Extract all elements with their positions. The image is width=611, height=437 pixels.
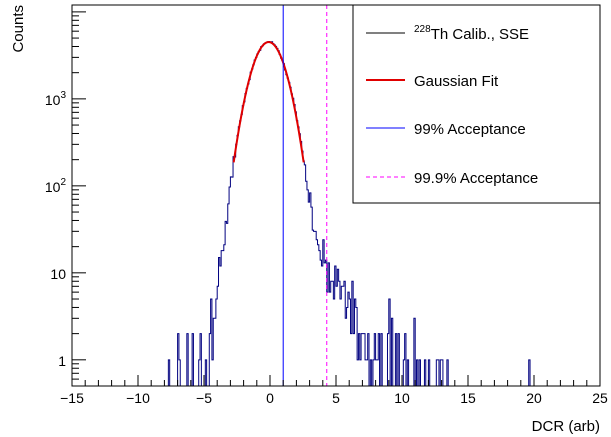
x-tick-label: 0	[266, 390, 274, 406]
x-tick-label: 25	[592, 390, 608, 406]
x-axis-title: DCR (arb)	[532, 418, 600, 435]
fit-layer	[232, 41, 305, 163]
y-axis: 1 10 102 103	[45, 11, 86, 387]
y-tick-label: 102	[45, 177, 67, 195]
x-tick-label: 10	[394, 390, 410, 406]
legend-label: 228Th Calib., SSE	[414, 24, 529, 43]
y-tick-label: 1	[58, 353, 66, 369]
legend-label: Gaussian Fit	[414, 73, 499, 90]
x-tick-label: 15	[460, 390, 476, 406]
legend-box	[352, 4, 601, 204]
y-tick-label: 10	[50, 266, 66, 282]
legend: 228Th Calib., SSE Gaussian Fit 99% Accepta…	[352, 4, 601, 204]
x-tick-label: 20	[526, 390, 542, 406]
x-axis: −15 −10 −5 0 5 10 15 20 25	[60, 375, 608, 406]
gaussian-fit-curve	[232, 41, 305, 163]
x-tick-label: 5	[332, 390, 340, 406]
x-tick-label: −5	[196, 390, 212, 406]
legend-label: 99.9% Acceptance	[414, 170, 538, 187]
legend-items: 228Th Calib., SSE Gaussian Fit 99% Accepta…	[366, 24, 538, 187]
acceptance-lines	[282, 5, 328, 386]
y-tick-label: 103	[45, 90, 67, 108]
legend-label: 99% Acceptance	[414, 121, 526, 138]
y-axis-title: Counts	[10, 5, 27, 53]
x-tick-label: −10	[126, 390, 150, 406]
x-tick-label: −15	[60, 390, 84, 406]
